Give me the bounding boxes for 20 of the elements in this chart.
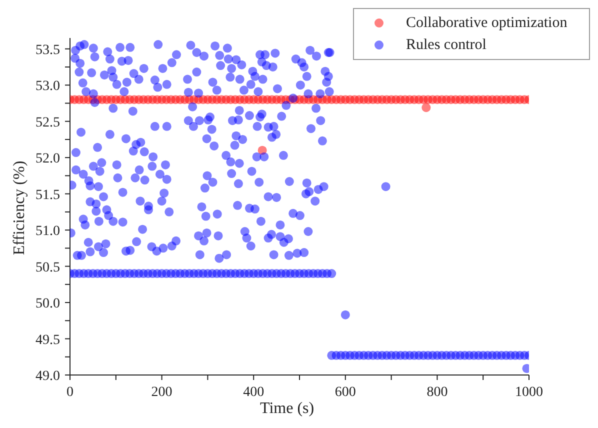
x-tick-label: 200 xyxy=(151,385,172,400)
y-tick-label: 50.0 xyxy=(36,296,60,312)
legend-label: Collaborative optimization xyxy=(406,14,568,32)
y-tick-label: 49.5 xyxy=(36,332,60,348)
x-tick-label: 400 xyxy=(243,385,264,400)
y-tick-label: 52.5 xyxy=(36,115,60,130)
x-tick-label: 0 xyxy=(66,385,74,400)
x-axis-title: Time (s) xyxy=(260,400,314,418)
y-tick-label: 50.5 xyxy=(36,260,60,276)
y-tick-label: 53.0 xyxy=(36,79,60,94)
legend-label: Rules control xyxy=(406,36,486,54)
x-tick-label: 1000 xyxy=(515,385,543,400)
y-tick-label: 51.0 xyxy=(36,224,60,240)
y-tick-label: 52.0 xyxy=(36,152,60,167)
y-tick-label: 53.5 xyxy=(36,42,60,58)
x-tick-label: 800 xyxy=(426,385,448,400)
x-tick-label: 600 xyxy=(334,385,356,400)
y-tick-label: 49.0 xyxy=(36,369,60,384)
y-axis-title: Efficiency (%) xyxy=(11,160,29,256)
y-tick-label: 51.5 xyxy=(36,188,60,203)
